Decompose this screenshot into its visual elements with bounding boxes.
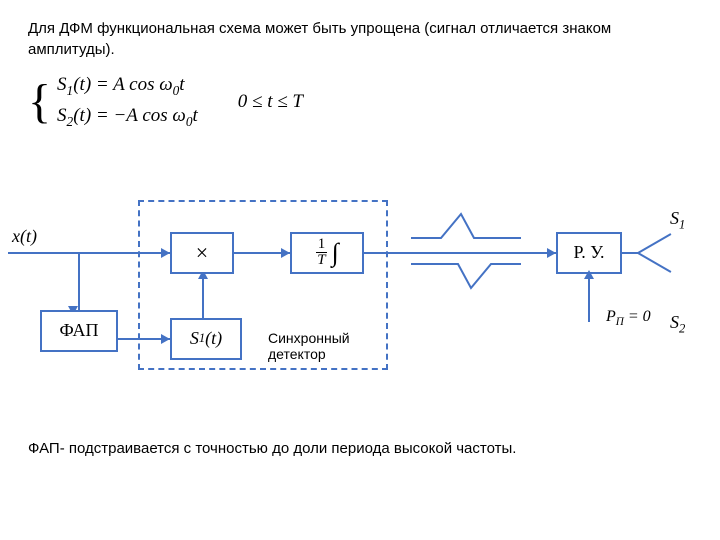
- eq-s1: S1(t) = A cos ω0t: [57, 74, 198, 99]
- sync-detector-label: Синхронныйдетектор: [268, 330, 350, 364]
- integrator-box: 1T ∫: [290, 232, 364, 274]
- pp-label: PП = 0: [606, 308, 651, 328]
- footer-text: ФАП- подстраивается с точностью до доли …: [28, 440, 692, 457]
- equation-block: { S1(t) = A cos ω0t S2(t) = −A cos ω0t 0…: [28, 74, 692, 130]
- eq-s2: S2(t) = −A cos ω0t: [57, 105, 198, 130]
- output-s2-label: S2: [670, 312, 685, 337]
- waveform-icon: [406, 208, 526, 294]
- output-s1-label: S1: [670, 208, 685, 233]
- intro-text: Для ДФМ функциональная схема может быть …: [28, 18, 692, 60]
- mult-box: ×: [170, 232, 234, 274]
- fap-box: ФАП: [40, 310, 118, 352]
- input-label: x(t): [12, 226, 37, 247]
- ru-box: Р. У.: [556, 232, 622, 274]
- eq-bound: 0 ≤ t ≤ T: [238, 91, 303, 113]
- block-diagram: x(t) ФАП S1(t) × 1T ∫ Р. У. S1 S2 PП = 0: [8, 190, 688, 400]
- s1t-box: S1(t): [170, 318, 242, 360]
